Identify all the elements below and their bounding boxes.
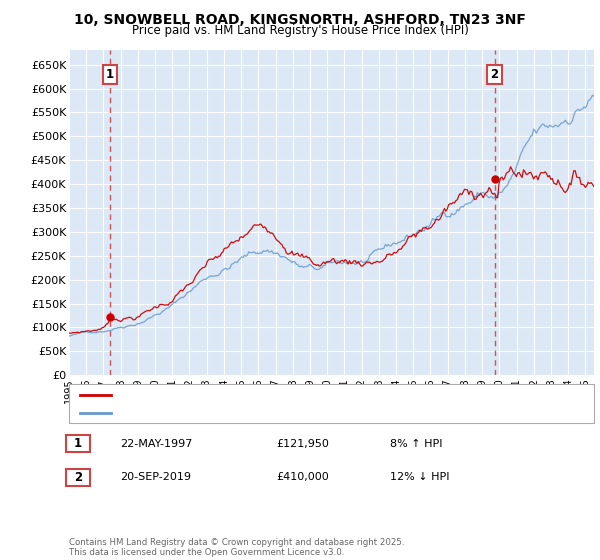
Text: Price paid vs. HM Land Registry's House Price Index (HPI): Price paid vs. HM Land Registry's House …	[131, 24, 469, 37]
Text: 10, SNOWBELL ROAD, KINGSNORTH, ASHFORD, TN23 3NF (detached house): 10, SNOWBELL ROAD, KINGSNORTH, ASHFORD, …	[117, 390, 513, 400]
Text: 10, SNOWBELL ROAD, KINGSNORTH, ASHFORD, TN23 3NF: 10, SNOWBELL ROAD, KINGSNORTH, ASHFORD, …	[74, 13, 526, 27]
Text: Contains HM Land Registry data © Crown copyright and database right 2025.
This d: Contains HM Land Registry data © Crown c…	[69, 538, 404, 557]
Text: 2: 2	[74, 470, 82, 484]
Text: 12% ↓ HPI: 12% ↓ HPI	[390, 472, 449, 482]
Text: 2: 2	[490, 68, 499, 81]
Text: 22-MAY-1997: 22-MAY-1997	[120, 438, 193, 449]
Text: £410,000: £410,000	[276, 472, 329, 482]
Text: 8% ↑ HPI: 8% ↑ HPI	[390, 438, 443, 449]
Text: 1: 1	[106, 68, 114, 81]
Text: £121,950: £121,950	[276, 438, 329, 449]
Text: 1: 1	[74, 437, 82, 450]
Text: HPI: Average price, detached house, Ashford: HPI: Average price, detached house, Ashf…	[117, 408, 350, 418]
Text: 20-SEP-2019: 20-SEP-2019	[120, 472, 191, 482]
